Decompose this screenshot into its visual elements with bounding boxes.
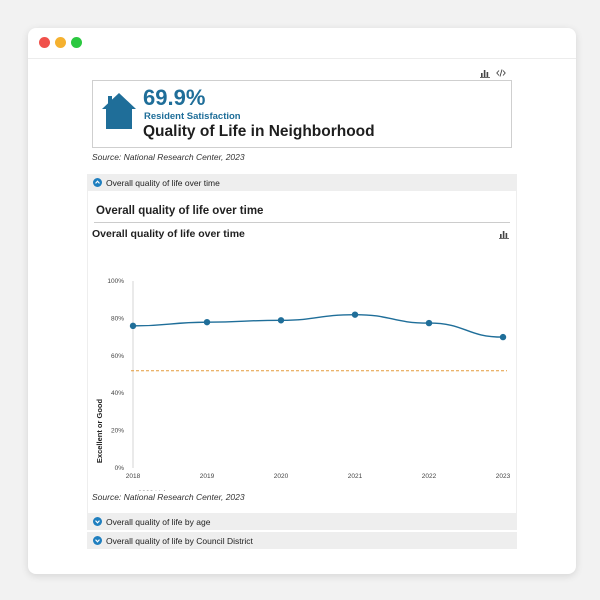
y-axis: 0% 20% 40% 60% 80% 100% Excellent or Good — [95, 278, 134, 472]
chart-title: Overall quality of life over time — [92, 228, 245, 240]
legend: 2009 Value — [138, 491, 173, 492]
x-tick-label: 2020 — [274, 473, 289, 480]
series-line — [129, 311, 507, 341]
chevron-down-icon — [93, 517, 102, 526]
x-tick-label: 2022 — [422, 473, 437, 480]
chart-source-note: Source: National Research Center, 2023 — [92, 492, 245, 502]
kpi-card: 69.9% Resident Satisfaction Quality of L… — [92, 80, 512, 148]
top-toolbar — [480, 68, 506, 78]
chart-menu-icon[interactable] — [499, 229, 509, 239]
code-icon[interactable] — [496, 68, 506, 78]
x-axis: 2018 2019 2020 2021 2022 2023 — [126, 473, 511, 480]
y-tick-label: 20% — [111, 428, 124, 435]
legend-label: 2009 Value — [138, 491, 173, 492]
house-icon — [102, 93, 136, 129]
line-chart: 0% 20% 40% 60% 80% 100% Excellent or Good 2018… — [95, 278, 511, 492]
y-tick-label: 40% — [111, 390, 124, 397]
title-bar — [28, 28, 576, 59]
kpi-title: Quality of Life in Neighborhood — [143, 123, 375, 140]
chevron-up-icon — [93, 178, 102, 187]
y-tick-label: 0% — [115, 465, 125, 472]
x-tick-label: 2021 — [348, 473, 363, 480]
y-axis-title: Excellent or Good — [95, 398, 104, 463]
x-tick-label: 2019 — [200, 473, 215, 480]
accordion-by-district[interactable]: Overall quality of life by Council Distr… — [87, 532, 517, 549]
y-tick-label: 100% — [107, 278, 124, 285]
app-window: 69.9% Resident Satisfaction Quality of L… — [28, 28, 576, 574]
y-tick-label: 80% — [111, 315, 124, 322]
chevron-down-icon — [93, 536, 102, 545]
divider — [94, 222, 510, 223]
minimize-window-button[interactable] — [55, 37, 66, 48]
y-tick-label: 60% — [111, 353, 124, 360]
data-point — [129, 322, 137, 330]
data-point — [277, 317, 285, 324]
accordion-label: Overall quality of life by Council Distr… — [106, 535, 253, 546]
maximize-window-button[interactable] — [71, 37, 82, 48]
data-point — [203, 318, 211, 326]
kpi-value: 69.9% — [143, 85, 206, 110]
panel-title: Overall quality of life over time — [96, 205, 264, 217]
kpi-subtitle: Resident Satisfaction — [144, 111, 241, 122]
data-point — [351, 311, 359, 318]
accordion-over-time[interactable]: Overall quality of life over time — [87, 174, 517, 191]
data-point — [499, 333, 507, 341]
x-tick-label: 2018 — [126, 473, 141, 480]
data-point — [425, 319, 433, 327]
accordion-label: Overall quality of life over time — [106, 177, 220, 188]
x-tick-label: 2023 — [496, 473, 511, 480]
accordion-by-age[interactable]: Overall quality of life by age — [87, 513, 517, 530]
accordion-label: Overall quality of life by age — [106, 516, 211, 527]
close-window-button[interactable] — [39, 37, 50, 48]
series-path — [132, 313, 504, 338]
accordion-panel: Overall quality of life over time Overal… — [87, 191, 517, 513]
source-note: Source: National Research Center, 2023 — [92, 152, 245, 162]
bar-chart-icon[interactable] — [480, 68, 490, 78]
